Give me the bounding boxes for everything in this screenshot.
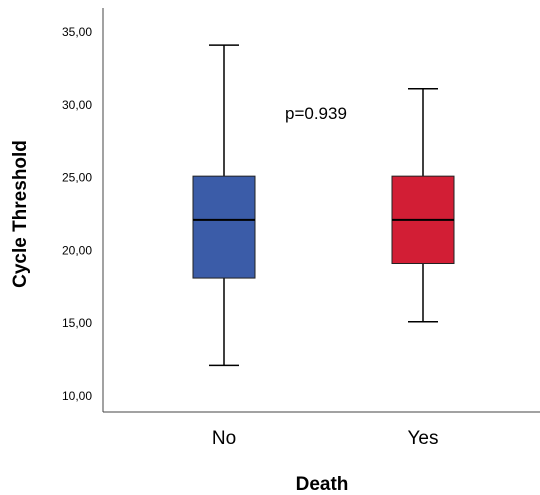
y-tick-label: 20,00	[62, 243, 92, 257]
iqr-box	[192, 175, 256, 279]
x-axis-title: Death	[296, 474, 349, 495]
p-value-annotation: p=0.939	[285, 104, 347, 123]
y-axis-title: Cycle Threshold	[10, 140, 31, 288]
boxes	[192, 44, 455, 367]
x-tick-label: No	[212, 428, 236, 449]
y-tick-label: 35,00	[62, 25, 92, 39]
box-no	[192, 44, 256, 367]
box-yes	[391, 88, 455, 323]
y-tick-labels: 10,00 15,00 20,00 25,00 30,00 35,00	[62, 25, 92, 403]
axes	[102, 8, 540, 413]
y-tick-label: 15,00	[62, 316, 92, 330]
x-tick-label: Yes	[408, 428, 439, 449]
y-tick-label: 30,00	[62, 98, 92, 112]
x-tick-labels: No Yes	[212, 428, 439, 449]
y-tick-label: 25,00	[62, 171, 92, 185]
y-tick-label: 10,00	[62, 389, 92, 403]
